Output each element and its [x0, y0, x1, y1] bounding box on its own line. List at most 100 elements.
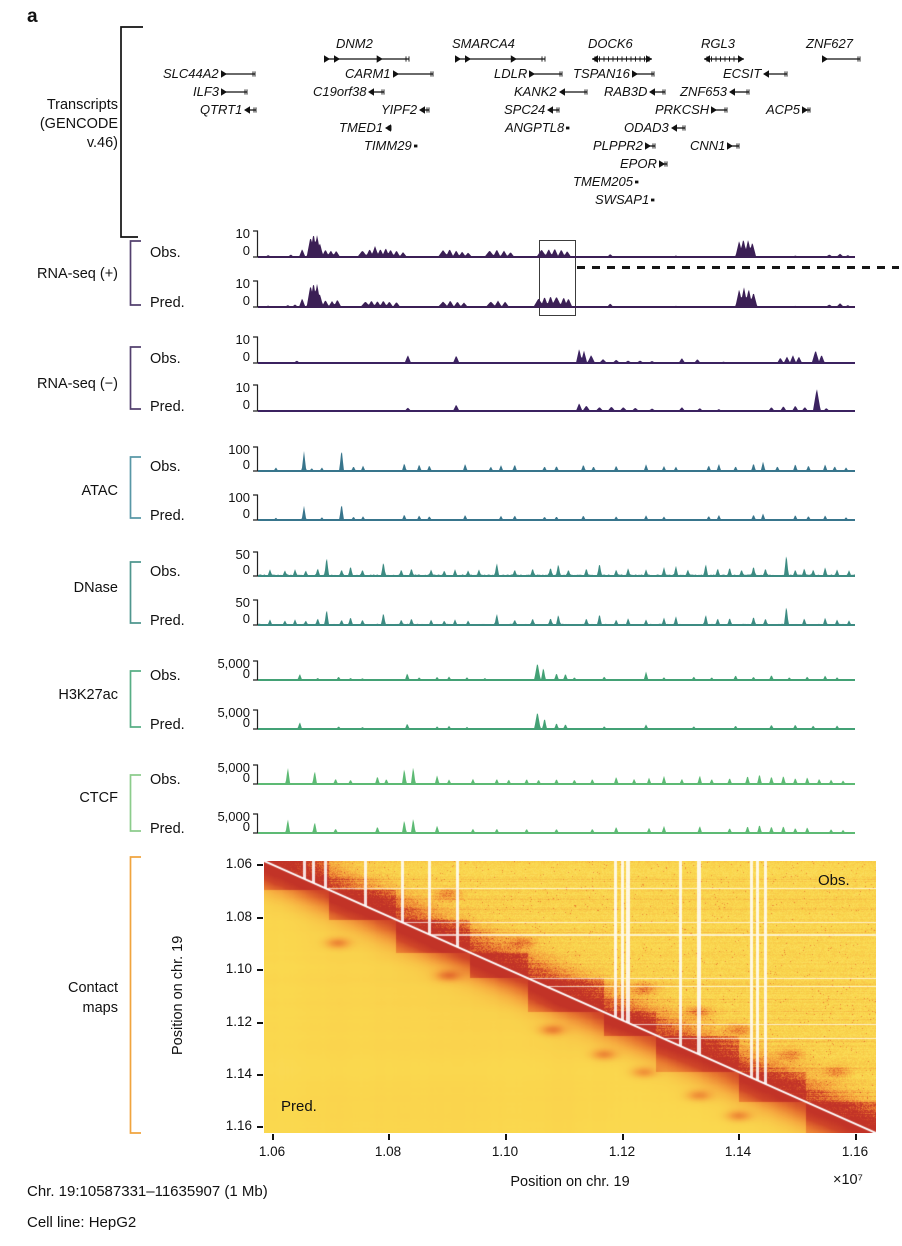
- gene-epor: EPOR: [620, 156, 673, 171]
- x-axis-tickmark: [855, 1134, 857, 1140]
- y-axis-tickmark: [257, 864, 263, 866]
- gene-znf627: ZNF627: [806, 36, 853, 51]
- track-signal-rna-seq-+--pred: [253, 280, 855, 308]
- gene-odad3: ODAD3: [624, 120, 691, 135]
- gene-swsap1: SWSAP1: [595, 192, 661, 207]
- track-label-ctcf-pred: Pred.: [150, 821, 185, 837]
- track-signal-rna-seq-−--obs: [253, 336, 855, 364]
- track-ymax-atac-pred: 100: [228, 490, 250, 505]
- track-ymax-atac-obs: 100: [228, 442, 250, 457]
- gene-znf653: ZNF653: [680, 84, 755, 99]
- x-axis-tickmark: [738, 1134, 740, 1140]
- track-ymin-ctcf-pred: 0: [242, 819, 250, 834]
- track-ymin-rna-seq-−--obs: 0: [242, 349, 250, 364]
- gene-strand-right-arrow-icon: [801, 106, 811, 114]
- gene-rgl3: RGL3: [701, 36, 735, 51]
- gene-yipf2: YIPF2: [381, 102, 435, 117]
- y-axis-tickmark: [257, 1126, 263, 1128]
- gene-strand-right-arrow-icon: [711, 106, 728, 114]
- gene-name-label: QTRT1: [200, 102, 243, 117]
- group-bracket: [129, 561, 141, 624]
- track-ymin-rna-seq-+--obs: 0: [242, 243, 250, 258]
- transcripts-bracket: [120, 26, 143, 238]
- gene-name-label: ODAD3: [624, 120, 669, 135]
- gene-dock6: DOCK6: [588, 36, 633, 51]
- track-signal-h3k27ac-obs: [253, 660, 855, 681]
- gene-qtrt1: QTRT1: [200, 102, 262, 117]
- gene-name-label: ZNF653: [680, 84, 727, 99]
- track-ymax-dnase-obs: 50: [235, 547, 250, 562]
- gene-strand-dot-icon: [413, 144, 418, 148]
- y-axis-tick-1.12: 1.12: [225, 1014, 252, 1029]
- gene-smarca4: SMARCA4: [452, 36, 515, 51]
- x-axis-tick-1.16: 1.16: [841, 1144, 869, 1159]
- gene-name-label: CNN1: [690, 138, 726, 153]
- x-axis-tick-1.12: 1.12: [608, 1144, 636, 1159]
- track-label-rna-seq-+--pred: Pred.: [150, 295, 185, 311]
- gene-plppr2: PLPPR2: [593, 138, 661, 153]
- gene-name-label: KANK2: [514, 84, 557, 99]
- x-axis-tickmark: [622, 1134, 624, 1140]
- gene-name-label: DOCK6: [588, 36, 633, 51]
- track-label-atac-pred: Pred.: [150, 508, 185, 524]
- group-bracket: [129, 670, 141, 728]
- gene-tmem205: TMEM205: [573, 174, 645, 189]
- group-label-h3k27ac: H3K27ac: [58, 687, 118, 703]
- x-axis-exponent: ×10⁷: [833, 1172, 863, 1188]
- transcripts-label-line3: v.46): [86, 135, 118, 151]
- track-signal-rna-seq-+--obs: [253, 230, 855, 258]
- gene-strand-right-arrow-icon: [220, 70, 256, 78]
- gene-ecsit: ECSIT: [723, 66, 793, 81]
- track-ymax-dnase-pred: 50: [235, 595, 250, 610]
- track-label-ctcf-obs: Obs.: [150, 772, 181, 788]
- track-ymax-rna-seq-−--pred: 10: [235, 380, 250, 395]
- track-ymin-ctcf-obs: 0: [242, 770, 250, 785]
- gene-strand-right-arrow-icon: [392, 70, 433, 78]
- gene-strand-dot-icon: [634, 180, 639, 184]
- group-bracket: [129, 240, 141, 306]
- group-bracket: [129, 774, 141, 832]
- gene-strand-exon-ticks-icon: [704, 55, 744, 63]
- gene-strand-left-arrow-icon: [419, 106, 430, 114]
- gene-ilf3: ILF3: [193, 84, 253, 99]
- gene-slc44a2: SLC44A2: [163, 66, 261, 81]
- gene-angptl8: ANGPTL8: [505, 120, 576, 135]
- y-axis-tick-1.06: 1.06: [225, 856, 252, 871]
- cell-line-caption: Cell line: HepG2: [27, 1214, 137, 1231]
- track-ymin-dnase-pred: 0: [242, 611, 250, 626]
- gene-name-label: SPC24: [504, 102, 546, 117]
- gene-carm1: CARM1: [345, 66, 439, 81]
- track-signal-dnase-obs: [253, 551, 855, 577]
- track-ymax-rna-seq-−--obs: 10: [235, 332, 250, 347]
- x-axis-tick-1.10: 1.10: [491, 1144, 519, 1159]
- transcripts-label-line1: Transcripts: [46, 97, 118, 113]
- x-axis-tick-1.14: 1.14: [724, 1144, 752, 1159]
- gene-strand-left-arrow-icon: [649, 88, 666, 96]
- gene-cnn1: CNN1: [690, 138, 745, 153]
- track-ymax-h3k27ac-obs: 5,000: [217, 656, 250, 671]
- group-label-atac: ATAC: [81, 483, 118, 499]
- gene-name-label: LDLR: [494, 66, 528, 81]
- contact-map-x-axis-label: Position on chr. 19: [510, 1174, 630, 1190]
- gene-name-label: RGL3: [701, 36, 735, 51]
- track-ymax-rna-seq-+--obs: 10: [235, 226, 250, 241]
- gene-strand-left-arrow-icon: [547, 106, 560, 114]
- gene-tmed1: TMED1: [339, 120, 397, 135]
- group-label-rna-seq-: RNA-seq (+): [37, 266, 118, 282]
- panel-label: a: [27, 6, 38, 27]
- gene-name-label: CARM1: [345, 66, 391, 81]
- y-axis-tickmark: [257, 1022, 263, 1024]
- y-axis-tickmark: [257, 917, 263, 919]
- gene-kank2: KANK2: [514, 84, 593, 99]
- gene-name-label: TIMM29: [364, 138, 412, 153]
- track-ymax-ctcf-pred: 5,000: [217, 809, 250, 824]
- gene-ldlr: LDLR: [494, 66, 568, 81]
- gene-strand-left-arrow-icon: [558, 88, 588, 96]
- gene-strand-right-arrow-icon: [631, 70, 655, 78]
- gene-strand-right-arrow-icon: [822, 55, 861, 63]
- track-signal-ctcf-obs: [253, 764, 855, 785]
- gene-strand-right-arrow-icon: [658, 160, 668, 168]
- gene-strand-left-arrow-icon: [244, 106, 257, 114]
- zoom-callout-dashed-line: [577, 266, 899, 269]
- contact-map-obs-label: Obs.: [818, 872, 850, 889]
